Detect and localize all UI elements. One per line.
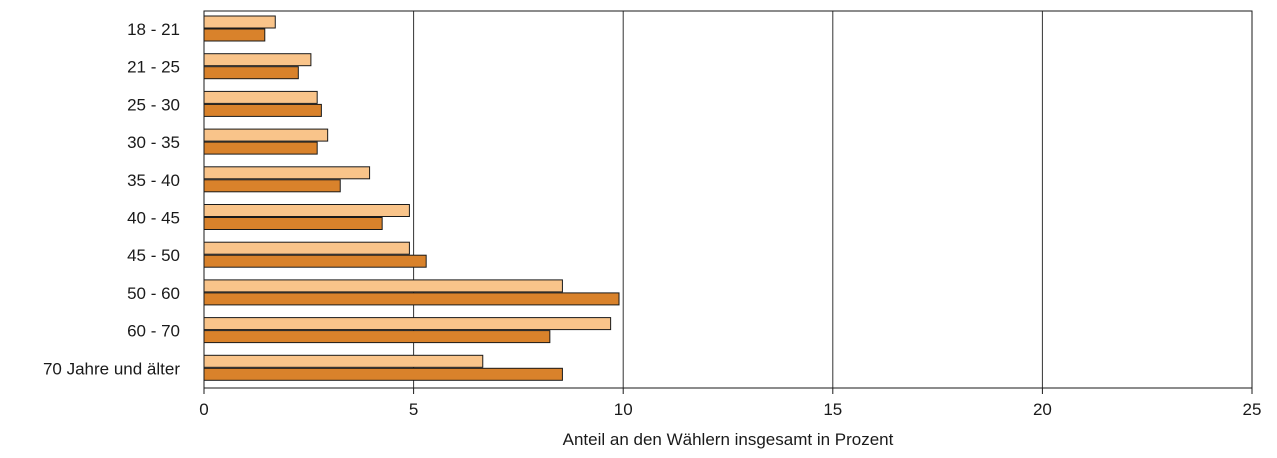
x-tick-label: 10 bbox=[614, 400, 633, 419]
bar-series-1 bbox=[203, 128, 329, 142]
bar-series-1 bbox=[203, 53, 312, 67]
bar-series-2 bbox=[203, 179, 341, 193]
category-label: 45 - 50 bbox=[127, 246, 180, 265]
category-label: 60 - 70 bbox=[127, 322, 180, 341]
bar-series-1 bbox=[203, 241, 410, 255]
bars bbox=[203, 15, 620, 381]
x-tick-label: 20 bbox=[1033, 400, 1052, 419]
category-label: 21 - 25 bbox=[127, 58, 180, 77]
category-label: 35 - 40 bbox=[127, 171, 180, 190]
bar-series-2 bbox=[203, 254, 427, 268]
category-label: 18 - 21 bbox=[127, 20, 180, 39]
category-label: 70 Jahre und älter bbox=[43, 359, 180, 378]
bar-series-1 bbox=[203, 15, 276, 29]
x-tick-label: 5 bbox=[409, 400, 418, 419]
bar-series-2 bbox=[203, 217, 383, 230]
bar-series-2 bbox=[203, 103, 322, 117]
bar-series-2 bbox=[203, 141, 318, 155]
bar-series-1 bbox=[203, 90, 318, 104]
bar-series-1 bbox=[203, 354, 484, 368]
x-axis-title: Anteil an den Wählern insgesamt in Proze… bbox=[563, 430, 894, 449]
bar-series-2 bbox=[203, 330, 551, 344]
bar-series-1 bbox=[203, 204, 410, 217]
plot-frame bbox=[203, 10, 1253, 389]
category-labels: 18 - 21 21 - 25 25 - 30 30 - 35 35 - 40 40 - … bbox=[43, 20, 180, 378]
bar-series-1 bbox=[203, 317, 612, 331]
bar-series-2 bbox=[203, 66, 299, 80]
x-tick-label: 25 bbox=[1243, 400, 1262, 419]
bar-series-1 bbox=[203, 279, 563, 293]
bar-series-2 bbox=[203, 28, 266, 42]
x-tick-label: 15 bbox=[823, 400, 842, 419]
bar-series-2 bbox=[203, 292, 620, 306]
category-label: 30 - 35 bbox=[127, 133, 180, 152]
category-label: 40 - 45 bbox=[127, 209, 180, 228]
axes bbox=[203, 10, 1253, 389]
bar-series-1 bbox=[203, 166, 371, 180]
category-label: 50 - 60 bbox=[127, 284, 180, 303]
x-tick-labels: 0 5 10 15 20 25 bbox=[199, 388, 1261, 419]
x-tick-label: 0 bbox=[199, 400, 208, 419]
bar-series-2 bbox=[203, 367, 563, 381]
category-label: 25 - 30 bbox=[127, 95, 180, 114]
